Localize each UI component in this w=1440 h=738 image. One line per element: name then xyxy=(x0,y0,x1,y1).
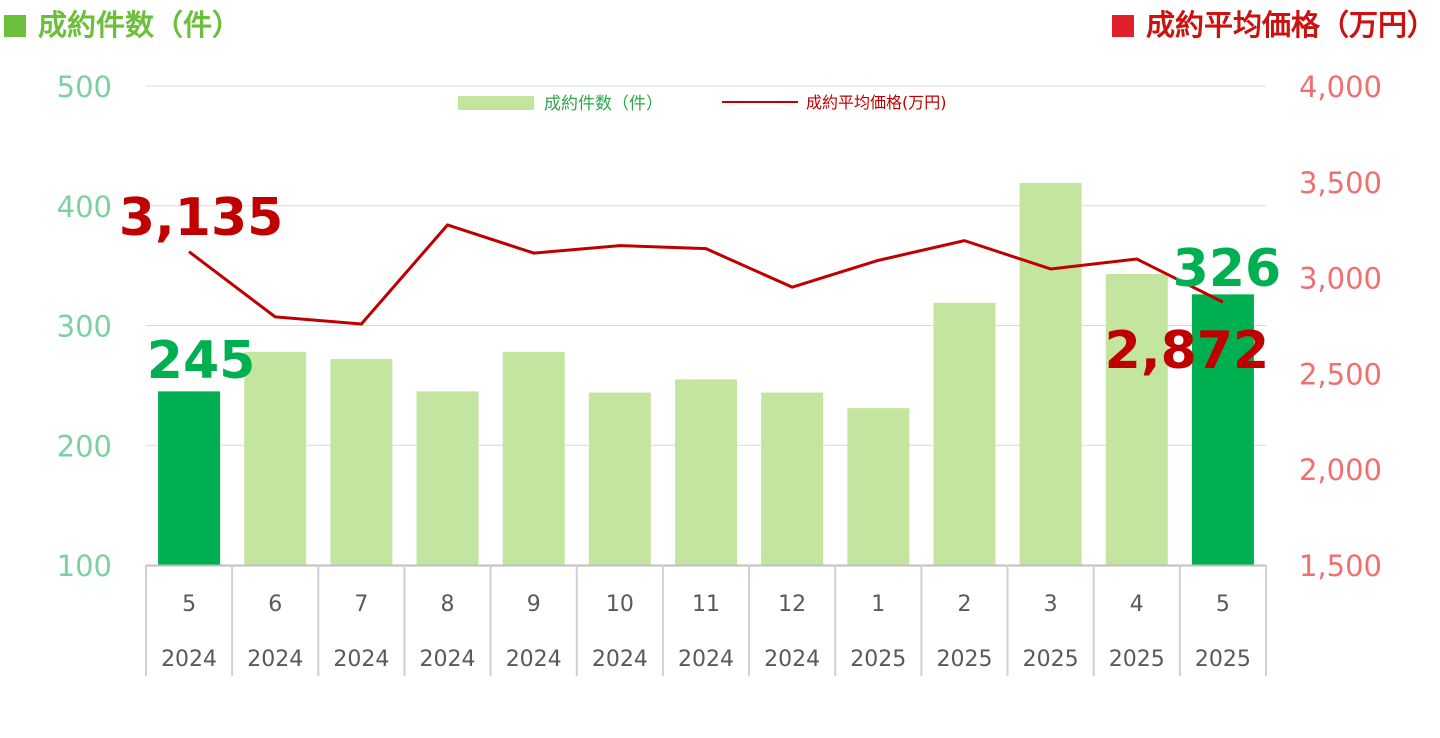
price-data-label: 3,135 xyxy=(119,188,283,248)
bar xyxy=(588,392,651,565)
bar xyxy=(502,351,565,565)
x-tick-year: 2025 xyxy=(850,647,906,672)
legend-item-bars: 成約件数（件） xyxy=(458,89,663,114)
x-tick-year: 2024 xyxy=(420,647,476,672)
x-tick-year: 2024 xyxy=(592,647,648,672)
red-square-icon xyxy=(1111,15,1134,37)
x-tick-year: 2025 xyxy=(936,647,992,672)
x-tick-year: 2024 xyxy=(333,647,389,672)
bar xyxy=(244,351,307,565)
x-tick-year: 2025 xyxy=(1195,647,1251,672)
x-tick-month: 6 xyxy=(268,592,282,617)
right-axis-title: 成約平均価格（万円） xyxy=(1111,2,1436,44)
x-tick-month: 1 xyxy=(871,592,885,617)
x-tick-year: 2024 xyxy=(161,647,217,672)
right-axis-tick-label: 2,500 xyxy=(1299,357,1382,391)
x-tick-month: 11 xyxy=(692,592,720,617)
right-axis-tick-label: 3,000 xyxy=(1299,262,1382,296)
line-swatch-icon xyxy=(722,101,798,103)
left-axis-tick-label: 100 xyxy=(57,549,112,583)
left-axis-title: 成約件数（件） xyxy=(4,2,241,44)
left-axis-title-text: 成約件数（件） xyxy=(38,8,242,42)
price-data-label: 2,872 xyxy=(1105,321,1269,381)
left-axis-tick-label: 200 xyxy=(57,429,112,463)
x-tick-month: 7 xyxy=(354,592,368,617)
bar xyxy=(1105,274,1168,565)
bar xyxy=(1019,182,1082,565)
x-tick-month: 8 xyxy=(441,592,455,617)
x-tick-month: 12 xyxy=(778,592,806,617)
right-axis-tick-label: 1,500 xyxy=(1299,549,1382,583)
bar-data-label: 326 xyxy=(1173,239,1282,299)
left-axis-tick-label: 400 xyxy=(57,190,112,224)
bar xyxy=(675,379,737,565)
right-axis-tick-label: 4,000 xyxy=(1299,70,1382,104)
x-tick-month: 3 xyxy=(1044,592,1058,617)
x-tick-year: 2024 xyxy=(764,647,820,672)
left-axis-tick-label: 300 xyxy=(57,310,112,344)
right-axis-title-text: 成約平均価格（万円） xyxy=(1145,8,1436,42)
x-tick-month: 5 xyxy=(182,592,196,617)
x-tick-year: 2024 xyxy=(678,647,734,672)
right-axis-tick-label: 2,000 xyxy=(1299,453,1382,487)
bar xyxy=(1191,294,1254,565)
legend-item-line: 成約平均価格(万円) xyxy=(722,89,947,113)
legend-line-label: 成約平均価格(万円) xyxy=(806,93,947,112)
bar-swatch-icon xyxy=(458,96,534,110)
x-tick-year: 2024 xyxy=(506,647,562,672)
x-tick-month: 10 xyxy=(606,592,634,617)
bar xyxy=(847,408,910,565)
legend-bars-label: 成約件数（件） xyxy=(544,94,663,114)
x-tick-month: 4 xyxy=(1130,592,1144,617)
bar xyxy=(330,359,393,565)
bar-data-label: 245 xyxy=(147,331,256,391)
green-square-icon xyxy=(4,15,26,37)
bar xyxy=(416,391,479,565)
right-axis-tick-label: 3,500 xyxy=(1299,166,1382,200)
x-tick-month: 5 xyxy=(1216,592,1230,617)
bar xyxy=(933,302,996,565)
x-tick-month: 9 xyxy=(527,592,541,617)
bar xyxy=(761,392,824,565)
bar xyxy=(158,391,221,565)
x-tick-year: 2025 xyxy=(1109,647,1165,672)
x-tick-year: 2024 xyxy=(247,647,303,672)
x-tick-year: 2025 xyxy=(1023,647,1079,672)
left-axis-tick-label: 500 xyxy=(57,70,112,104)
x-tick-month: 2 xyxy=(957,592,971,617)
